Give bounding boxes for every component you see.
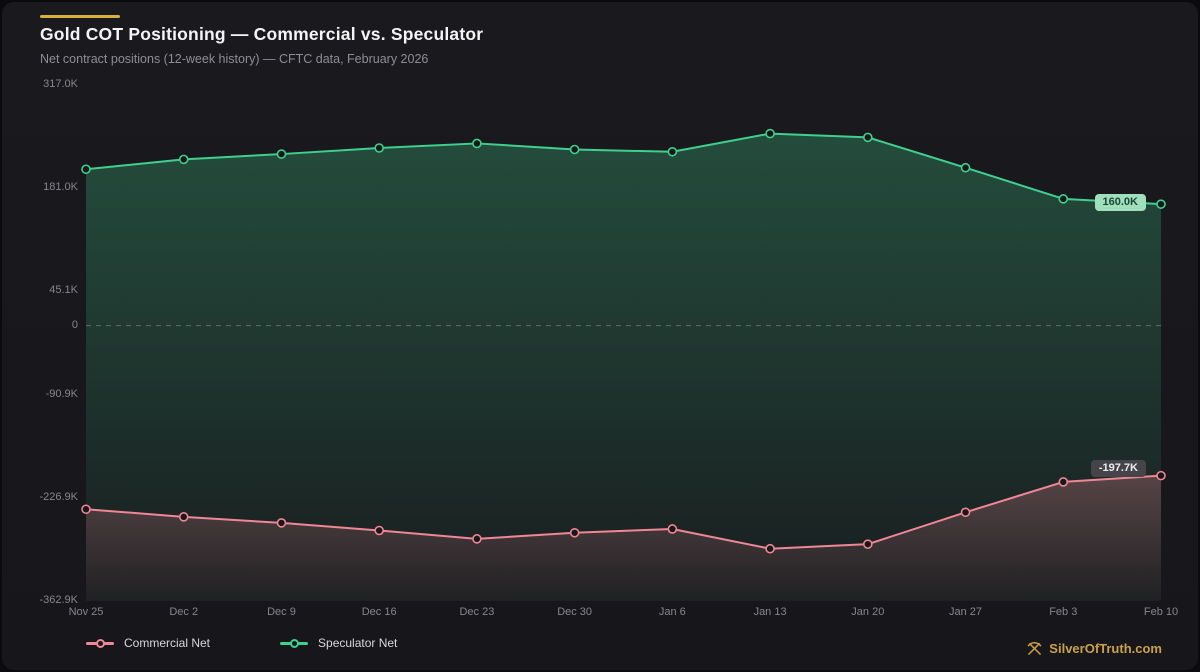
y-axis-label: -362.9K [39,594,78,606]
commercial-net-line [85,474,1162,550]
legend-label-commercial: Commercial Net [124,636,211,650]
pickaxe-icon [1027,641,1042,656]
commercial-net-marker [863,539,873,549]
legend-item-commercial[interactable]: Commercial Net [86,636,210,650]
x-axis-label: Jan 20 [851,606,885,618]
x-axis-label: Dec 2 [169,606,199,618]
commercial-net-marker [569,527,580,538]
x-axis-label: Dec 9 [267,606,296,618]
legend-item-speculator[interactable]: Speculator Net [280,636,397,650]
x-axis-label: Nov 25 [68,606,104,618]
speculator-net-line [85,132,1162,206]
speculator-net-marker [178,154,189,165]
commercial-net-area [86,475,1161,601]
commercial-net-marker [667,524,678,534]
commercial-net-marker [81,504,91,515]
speculator-net-area [86,133,1161,602]
commercial-net-marker [178,512,189,522]
commercial-net-marker [1058,477,1069,487]
y-axis-label: -226.9K [39,490,78,503]
chart-title: Gold COT Positioning — Commercial vs. Sp… [40,24,484,44]
y-axis-label: 317.0K [43,78,78,90]
commercial-net-marker [765,543,775,554]
commercial-net-marker [374,525,384,536]
speculator-net-marker [960,162,971,173]
x-axis-label: Dec 30 [557,606,593,618]
speculator-end-value-badge: 160.0K [1094,194,1146,212]
speculator-net-marker [472,138,482,149]
x-axis-label: Dec 16 [361,606,397,618]
y-axis-label: 0 [71,318,78,331]
commercial-end-value-badge: -197.7K [1090,459,1146,477]
x-axis-label: Feb 3 [1049,606,1078,618]
speculator-net-marker [1058,194,1069,204]
y-axis-label: 181.0K [43,181,78,194]
speculator-net-marker [863,132,873,143]
commercial-net-marker [276,518,287,528]
speculator-net-marker [569,144,580,155]
commercial-net-marker [472,534,482,544]
x-axis-label: Dec 23 [459,606,495,618]
speculator-net-marker [1156,199,1166,209]
accent-bar [40,15,120,18]
watermark-link[interactable]: SilverOfTruth.com [1027,641,1162,656]
legend-label-speculator: Speculator Net [318,636,398,650]
chart-subtitle: Net contract positions (12-week history)… [40,52,429,66]
speculator-net-marker [374,143,384,153]
speculator-net-marker [81,164,91,175]
x-axis-label: Jan 13 [753,606,787,618]
x-axis-label: Feb 10 [1143,606,1179,618]
commercial-swatch-icon [86,638,114,648]
speculator-net-marker [765,128,775,139]
speculator-net-marker [667,146,678,157]
watermark-text: SilverOfTruth.com [1049,641,1162,656]
x-axis-label: Jan 27 [949,606,983,618]
commercial-net-marker [960,507,971,518]
x-axis-label: Jan 6 [658,606,686,618]
y-axis-label: -90.9K [45,387,78,400]
speculator-net-marker [276,149,287,159]
speculator-swatch-icon [280,638,309,648]
y-axis-label: 45.1K [49,284,78,297]
legend: Commercial Net Speculator Net [86,636,397,650]
commercial-net-marker [1156,470,1166,481]
